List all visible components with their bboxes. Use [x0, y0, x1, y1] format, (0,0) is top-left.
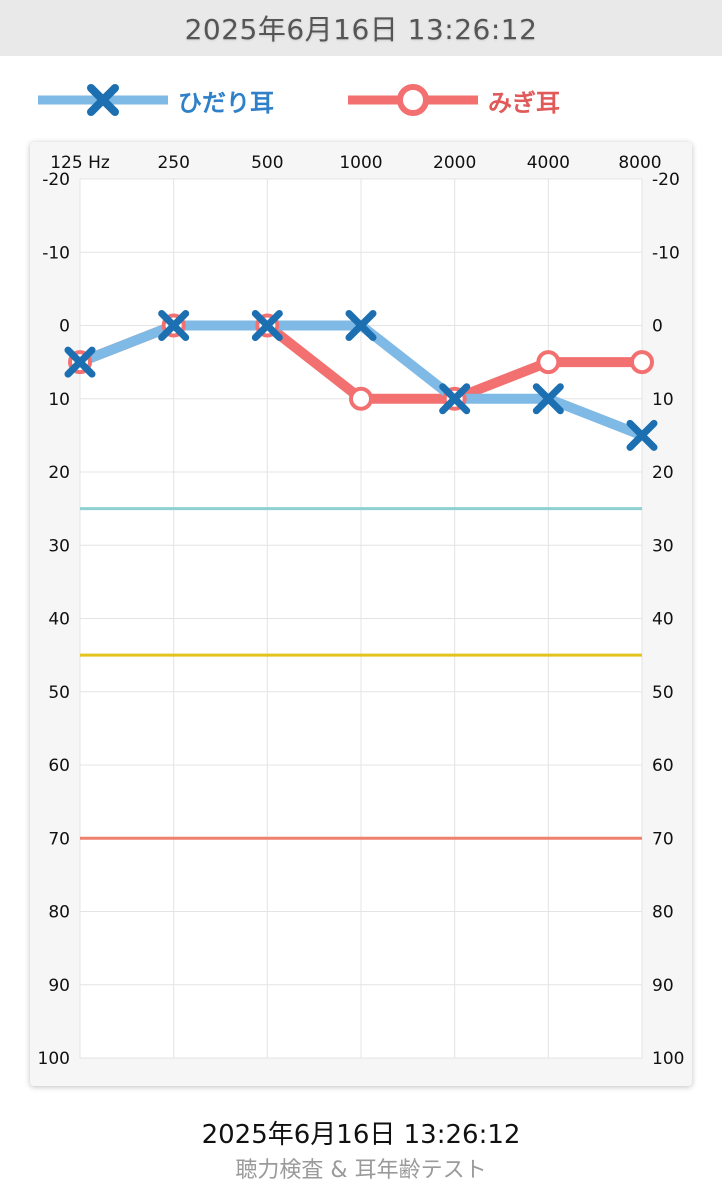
- left-ear-point: [532, 383, 564, 415]
- y-tick-label-right: 30: [652, 536, 674, 556]
- y-tick-label-right: -20: [652, 170, 680, 190]
- x-tick-label: 4000: [527, 153, 570, 173]
- y-tick-label-right: 50: [652, 683, 674, 703]
- legend-left-label: ひだり耳: [178, 88, 274, 117]
- left-ear-point: [626, 419, 658, 451]
- x-tick-label: 8000: [618, 153, 661, 173]
- y-tick-label-right: -10: [652, 243, 680, 263]
- right-ear-point: [630, 350, 654, 375]
- y-tick-label-left: 60: [48, 756, 70, 776]
- y-tick-label-right: 0: [652, 317, 663, 337]
- y-tick-label-right: 60: [652, 756, 674, 776]
- legend-right-label: みぎ耳: [488, 88, 560, 117]
- left-ear-point: [251, 310, 283, 341]
- x-tick-label: 250: [157, 153, 189, 173]
- y-tick-label-right: 10: [652, 390, 674, 410]
- y-tick-label-left: 40: [48, 610, 70, 630]
- x-tick-label: 2000: [433, 153, 476, 173]
- y-tick-label-left: 80: [48, 903, 70, 923]
- legend: ひだり耳 みぎ耳: [0, 70, 722, 130]
- y-tick-label-right: 90: [652, 976, 674, 996]
- left-ear-point: [345, 310, 377, 341]
- y-tick-label-left: -10: [42, 243, 70, 263]
- y-tick-label-left: 0: [59, 317, 70, 337]
- x-tick-label: 125 Hz: [50, 153, 110, 173]
- x-tick-label: 1000: [339, 153, 382, 173]
- right-ear-point: [536, 350, 561, 375]
- left-ear-point: [158, 310, 190, 341]
- left-ear-point: [439, 383, 471, 415]
- left-ear-point: [64, 346, 96, 378]
- y-tick-label-right: 80: [652, 903, 674, 923]
- audiogram-chart: -20 -20 -10 -10 0 0 10 10 20 20 30 30 40 40 50 50 60 60 70…: [38, 153, 685, 1069]
- y-tick-label-right: 70: [652, 829, 674, 849]
- chart-card: -20 -20 -10 -10 0 0 10 10 20 20 30 30 40 40 50 50 60 60 70…: [30, 142, 692, 1086]
- y-tick-label-left: 10: [48, 390, 70, 410]
- y-tick-label-left: 30: [48, 536, 70, 556]
- y-tick-label-left: -20: [42, 170, 70, 190]
- circle-marker-icon: [348, 84, 478, 116]
- footer-datetime: 2025年6月16日 13:26:12: [201, 1120, 521, 1150]
- y-tick-label-left: 100: [38, 1049, 70, 1069]
- y-tick-label-right: 40: [652, 610, 674, 630]
- y-tick-label-right: 20: [652, 463, 674, 483]
- right-ear-point: [349, 386, 373, 411]
- y-tick-label-left: 90: [48, 976, 70, 996]
- y-tick-label-left: 70: [48, 829, 70, 849]
- legend-left-ear: ひだり耳: [36, 70, 274, 130]
- x-tick-label: 500: [251, 153, 283, 173]
- x-marker-icon: [38, 84, 168, 116]
- footer-app-name: 聴力検査 & 耳年齢テスト: [235, 1158, 487, 1183]
- y-tick-label-right: 100: [652, 1049, 684, 1069]
- header-datetime: 2025年6月16日 13:26:12: [0, 0, 722, 56]
- y-tick-label-left: 20: [48, 463, 70, 483]
- y-tick-label-left: 50: [48, 683, 70, 703]
- legend-right-ear: みぎ耳: [346, 70, 560, 130]
